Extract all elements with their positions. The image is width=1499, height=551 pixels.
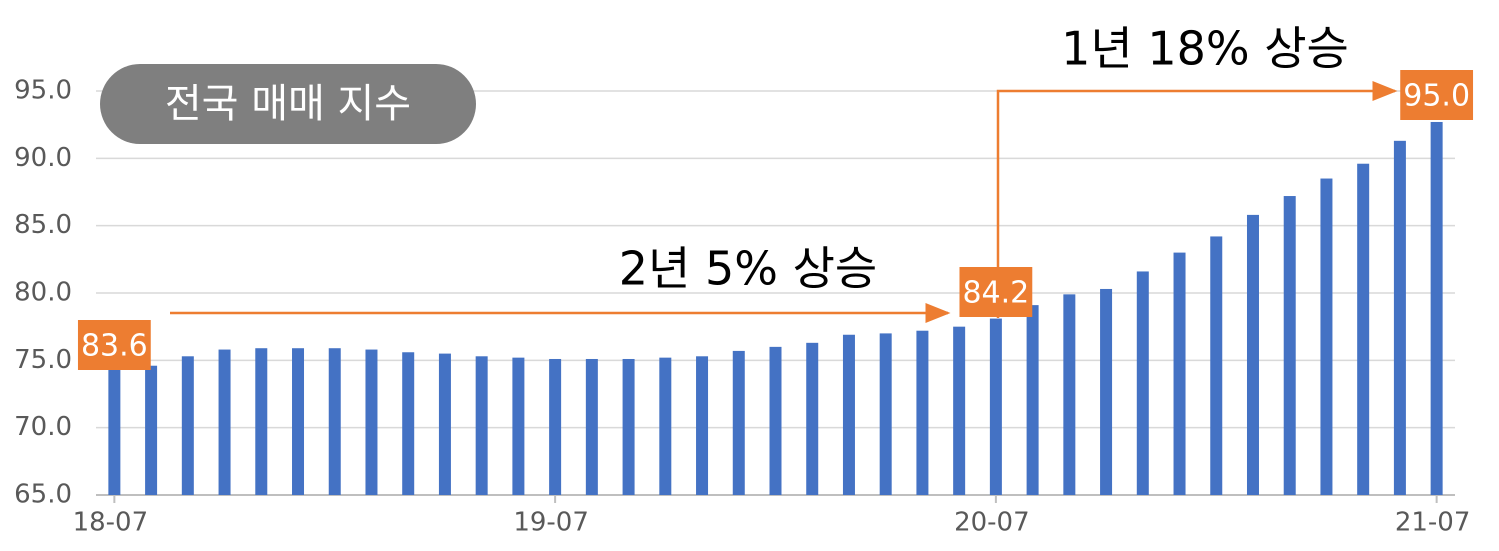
point-label-bg <box>77 320 151 370</box>
badge: 전국 매매 지수 <box>165 81 411 127</box>
bar <box>475 356 488 495</box>
arrow <box>996 81 1398 318</box>
bar <box>1320 178 1333 496</box>
annotation: 1년 18% 상승 <box>1061 22 1349 76</box>
bar <box>1100 288 1113 495</box>
bar <box>953 326 966 495</box>
x-tick-label: 18-07 <box>73 508 149 538</box>
bar <box>365 349 378 495</box>
bar <box>218 349 231 495</box>
point-label: 83.6 <box>81 329 148 364</box>
x-tick-label: 21-07 <box>1395 508 1471 538</box>
annotation: 2년 5% 상승 <box>619 242 877 296</box>
bar <box>1357 163 1370 495</box>
bar <box>1393 140 1406 495</box>
bar <box>879 333 892 495</box>
bar <box>1246 214 1259 496</box>
bar <box>438 353 451 495</box>
bar <box>622 358 635 495</box>
badge-bg <box>100 64 476 144</box>
y-tick-label: 95.0 <box>14 76 72 106</box>
x-tick-label: 19-07 <box>513 508 589 538</box>
bar <box>549 358 562 495</box>
bar <box>1026 305 1039 495</box>
bar <box>806 342 819 495</box>
y-tick-label: 85.0 <box>14 210 72 240</box>
y-tick-label: 80.0 <box>14 278 72 308</box>
bar <box>181 356 194 495</box>
bar <box>1430 121 1443 496</box>
x-tick-label: 20-07 <box>954 508 1030 538</box>
bar <box>769 346 782 495</box>
bar <box>145 365 158 495</box>
y-tick-label: 75.0 <box>14 345 72 375</box>
bar <box>585 358 598 495</box>
bar <box>292 348 305 495</box>
bar <box>916 330 929 495</box>
bar <box>1283 196 1296 496</box>
y-tick-label: 90.0 <box>14 143 72 173</box>
bar <box>842 334 855 495</box>
bar <box>989 318 1002 495</box>
bar <box>1136 271 1149 495</box>
bar <box>659 357 672 495</box>
point-label: 84.2 <box>962 276 1029 311</box>
bar <box>402 352 415 495</box>
bar <box>1173 252 1186 495</box>
bar <box>1063 294 1076 495</box>
bar <box>512 357 525 495</box>
bar <box>696 356 709 495</box>
bar <box>732 350 745 495</box>
bar <box>255 348 268 495</box>
point-label-bg <box>959 267 1033 317</box>
y-tick-label: 70.0 <box>14 412 72 442</box>
point-label-bg <box>1400 70 1474 120</box>
y-tick-label: 65.0 <box>14 480 72 510</box>
bar <box>108 369 121 495</box>
bar <box>328 348 341 495</box>
point-label: 95.0 <box>1403 79 1470 114</box>
bar <box>1210 236 1223 495</box>
